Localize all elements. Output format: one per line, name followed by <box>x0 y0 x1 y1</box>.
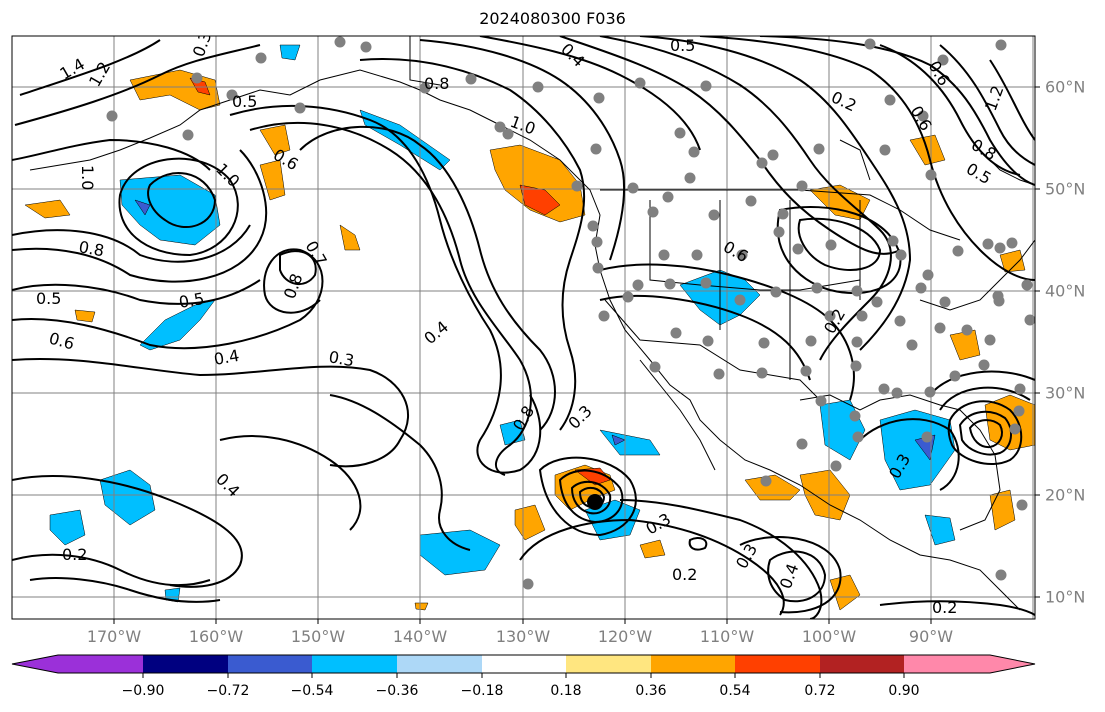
contour-label: 0.3 <box>189 29 216 59</box>
contour-label: 0.3 <box>327 347 355 370</box>
colorbar-tick-label: 0.90 <box>888 683 920 699</box>
storm-center-marker <box>587 494 603 510</box>
colorbar-tick-label: −0.18 <box>460 683 504 699</box>
contour-label: 0.8 <box>424 74 449 93</box>
contour-lines <box>12 36 1035 619</box>
contour-label: 0.5 <box>36 289 61 308</box>
longitude-label: 100°W <box>801 627 857 646</box>
longitude-label: 120°W <box>597 627 653 646</box>
contour-label: 0.5 <box>177 289 205 312</box>
contour-label: 0.2 <box>932 598 957 617</box>
latitude-label: 30°N <box>1045 383 1086 403</box>
contour-label: 0.2 <box>62 545 87 564</box>
axis-ticks <box>113 86 1040 624</box>
colorbar-over-arrow <box>990 655 1035 673</box>
colorbar-tick-label: 0.36 <box>635 683 667 699</box>
longitude-label: 150°W <box>290 627 346 646</box>
longitude-label: 90°W <box>908 627 954 646</box>
longitude-label: 160°W <box>188 627 244 646</box>
contour-label: 0.8 <box>77 237 105 260</box>
longitude-label: 130°W <box>495 627 551 646</box>
latitude-label: 20°N <box>1045 485 1086 505</box>
colorbar-under-arrow <box>12 655 58 673</box>
contour-label: 1.0 <box>78 165 97 190</box>
latitude-label: 50°N <box>1045 179 1086 199</box>
colorbar-tick-label: 0.18 <box>550 683 582 699</box>
longitude-label: 140°W <box>392 627 448 646</box>
contour-label: 0.2 <box>672 565 697 584</box>
longitude-label: 110°W <box>699 627 755 646</box>
map-title: 2024080300 F036 <box>479 9 626 28</box>
latitude-label: 10°N <box>1045 587 1086 607</box>
contour-label: 0.5 <box>232 92 257 111</box>
colorbar-tick-label: 0.72 <box>804 683 836 699</box>
latitude-label: 60°N <box>1045 77 1086 97</box>
colorbar <box>11 654 1036 678</box>
contour-label: 0.5 <box>670 36 695 55</box>
contour-label: 0.4 <box>212 346 240 369</box>
station-markers <box>106 36 1035 590</box>
colorbar-tick-label: −0.90 <box>121 683 165 699</box>
longitude-label: 170°W <box>86 627 142 646</box>
colorbar-tick-label: −0.36 <box>375 683 419 699</box>
coastlines <box>29 36 1035 611</box>
colorbar-tick-label: 0.54 <box>719 683 751 699</box>
latitude-label: 40°N <box>1045 281 1086 301</box>
colorbar-tick-label: −0.72 <box>206 683 250 699</box>
colorbar-tick-label: −0.54 <box>290 683 334 699</box>
